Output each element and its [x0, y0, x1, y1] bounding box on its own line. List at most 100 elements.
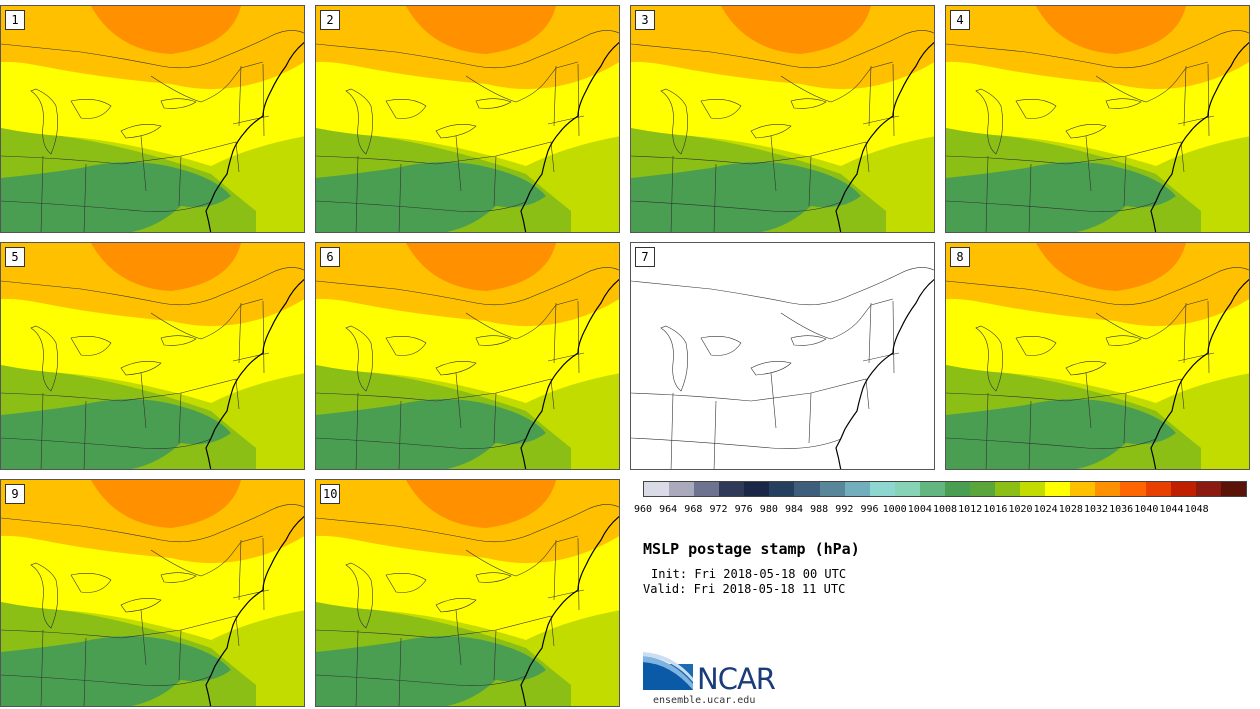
member-label: 2: [320, 10, 340, 30]
map-border: [1, 30, 304, 69]
map-border: [1065, 361, 1107, 376]
map-border: [670, 135, 812, 232]
colorbar-tick-label: 1020: [1008, 504, 1033, 515]
map-border: [631, 141, 870, 173]
map-border: [475, 98, 512, 109]
pressure-band: [91, 480, 241, 528]
colorbar-tick-label: 992: [835, 504, 854, 515]
coastline: [1150, 41, 1249, 232]
map-border: [1, 267, 304, 306]
map-border: [345, 325, 373, 392]
map-border: [316, 504, 619, 543]
map-border: [1105, 98, 1142, 109]
chart-title: MSLP postage stamp (hPa): [643, 540, 860, 558]
map-border: [700, 336, 742, 356]
map-border: [1177, 63, 1215, 137]
map-border: [355, 135, 497, 232]
pressure-colorbar: [643, 481, 1247, 497]
member-label: 7: [635, 247, 655, 267]
map-border: [30, 325, 58, 392]
pressure-map: [946, 6, 1249, 232]
pressure-map: [631, 243, 934, 469]
map-border: [232, 300, 270, 374]
coastline: [520, 515, 619, 706]
map-border: [316, 200, 527, 212]
ncar-swoosh-icon: [643, 652, 693, 690]
colorbar-tick-label: 972: [709, 504, 728, 515]
map-border: [1, 200, 212, 212]
map-border: [70, 336, 112, 356]
map-border: [700, 99, 742, 119]
map-border: [975, 325, 1003, 392]
member-label: 3: [635, 10, 655, 30]
map-border: [475, 335, 512, 346]
map-border: [1095, 61, 1209, 103]
colorbar-cell: [944, 482, 971, 496]
map-border: [70, 99, 112, 119]
colorbar-tick-label: 976: [734, 504, 753, 515]
colorbar-tick-label: 1028: [1058, 504, 1083, 515]
map-border: [946, 267, 1249, 306]
map-border: [150, 535, 264, 577]
pressure-band: [1, 162, 231, 232]
pressure-band: [721, 6, 871, 54]
colorbar-tick-label: 1044: [1159, 504, 1184, 515]
colorbar-cell: [794, 482, 820, 496]
pressure-band: [406, 6, 556, 54]
coastline: [520, 278, 619, 469]
map-border: [946, 437, 1157, 449]
map-border: [1015, 336, 1057, 356]
colorbar-cell: [919, 482, 945, 496]
valid-time: Valid: Fri 2018-05-18 11 UTC: [643, 582, 846, 596]
stamp-panel-1: 1: [0, 5, 305, 233]
colorbar-cell: [995, 482, 1021, 496]
site-url: ensemble.ucar.edu: [653, 695, 756, 706]
map-border: [30, 88, 58, 155]
colorbar-tick-label: 960: [633, 504, 653, 515]
map-border: [780, 61, 894, 103]
map-border: [1015, 99, 1057, 119]
colorbar-cell: [844, 482, 870, 496]
stamp-panel-2: 2: [315, 5, 620, 233]
map-border: [385, 336, 427, 356]
map-border: [465, 535, 579, 577]
map-border: [435, 361, 477, 376]
map-border: [660, 88, 688, 155]
map-border: [316, 437, 527, 449]
colorbar-tick-label: 1032: [1083, 504, 1109, 515]
colorbar-cell: [1170, 482, 1196, 496]
map-border: [790, 335, 827, 346]
map-border: [40, 135, 182, 232]
colorbar-tick-label: 980: [759, 504, 778, 515]
colorbar-cell: [1070, 482, 1096, 496]
colorbar-cell: [1020, 482, 1046, 496]
ncar-logo-text: NCAR: [697, 662, 776, 696]
map-border: [160, 98, 197, 109]
map-border: [862, 63, 900, 137]
empty-map: [631, 243, 934, 469]
coastline: [835, 41, 934, 232]
map-border: [547, 537, 585, 611]
map-border: [465, 298, 579, 340]
stamp-panel-9: 9: [0, 479, 305, 707]
colorbar-tick-label: 1000: [882, 504, 907, 515]
map-border: [660, 325, 688, 392]
map-border: [1, 504, 304, 543]
map-border: [946, 378, 1185, 410]
coastline: [205, 41, 304, 232]
map-border: [780, 298, 894, 340]
pressure-band: [91, 243, 241, 291]
coastline: [1150, 278, 1249, 469]
pressure-band: [406, 480, 556, 528]
colorbar-cell: [970, 482, 996, 496]
pressure-band: [316, 399, 546, 469]
map-border: [946, 30, 1249, 69]
map-border: [435, 124, 477, 139]
map-border: [631, 267, 934, 306]
colorbar-cell: [1095, 482, 1121, 496]
colorbar-tick-label: 1024: [1033, 504, 1058, 515]
pressure-band: [946, 399, 1176, 469]
stamp-panel-6: 6: [315, 242, 620, 470]
member-label: 4: [950, 10, 970, 30]
map-border: [316, 30, 619, 69]
